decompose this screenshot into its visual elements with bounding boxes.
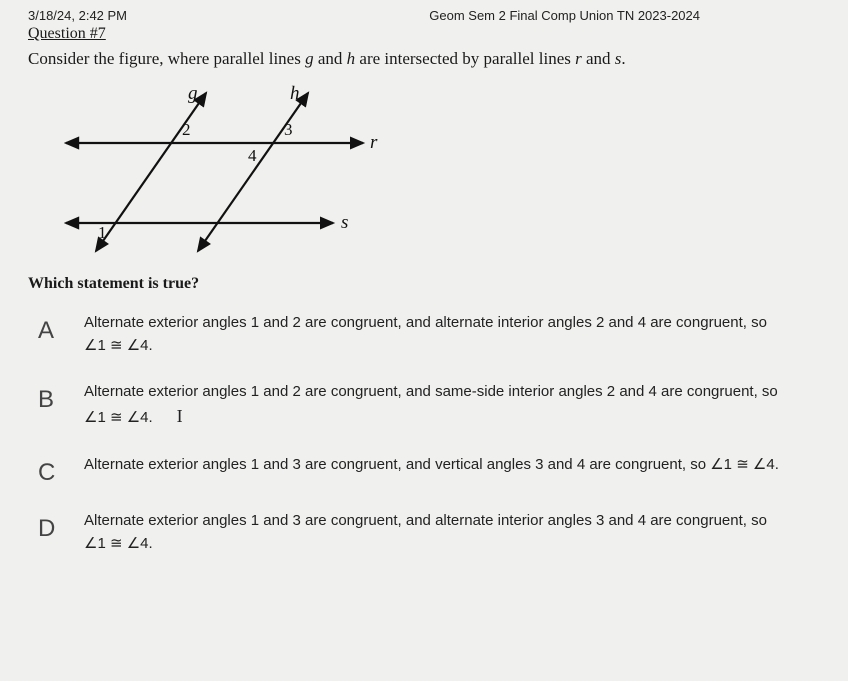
prompt-text: Consider the figure, where parallel line… <box>28 49 305 68</box>
choice-text: Alternate exterior angles 1 and 2 are co… <box>84 311 784 358</box>
question-number: Question #7 <box>28 25 820 43</box>
var-g: g <box>305 49 314 68</box>
var-h: h <box>347 49 356 68</box>
choice-text-inner: Alternate exterior angles 1 and 2 are co… <box>84 383 778 426</box>
choice-letter: C <box>38 453 84 487</box>
choice-letter: B <box>38 380 84 414</box>
doc-title: Geom Sem 2 Final Comp Union TN 2023-2024 <box>429 8 700 23</box>
svg-text:s: s <box>341 212 348 233</box>
choice-b[interactable]: B Alternate exterior angles 1 and 2 are … <box>28 380 820 431</box>
svg-text:2: 2 <box>182 120 191 139</box>
choice-a[interactable]: A Alternate exterior angles 1 and 2 are … <box>28 311 820 358</box>
geometry-diagram: g h r s 1 2 3 4 <box>58 83 388 258</box>
var-r: r <box>575 49 582 68</box>
figure: g h r s 1 2 3 4 <box>58 83 820 263</box>
choice-text: Alternate exterior angles 1 and 3 are co… <box>84 453 779 476</box>
prompt-text: are intersected by parallel lines <box>355 49 575 68</box>
choice-text: Alternate exterior angles 1 and 3 are co… <box>84 509 784 556</box>
svg-text:1: 1 <box>98 223 107 242</box>
prompt-text: and <box>314 49 347 68</box>
svg-text:4: 4 <box>248 146 257 165</box>
prompt-text: and <box>582 49 615 68</box>
choice-letter: D <box>38 509 84 543</box>
choice-letter: A <box>38 311 84 345</box>
meta-row: 3/18/24, 2:42 PM Geom Sem 2 Final Comp U… <box>28 8 820 23</box>
svg-text:r: r <box>370 132 378 153</box>
svg-text:h: h <box>290 83 300 104</box>
choice-text: Alternate exterior angles 1 and 2 are co… <box>84 380 784 431</box>
prompt: Consider the figure, where parallel line… <box>28 49 820 69</box>
choice-d[interactable]: D Alternate exterior angles 1 and 3 are … <box>28 509 820 556</box>
choices: A Alternate exterior angles 1 and 2 are … <box>28 311 820 555</box>
choice-c[interactable]: C Alternate exterior angles 1 and 3 are … <box>28 453 820 487</box>
page: 3/18/24, 2:42 PM Geom Sem 2 Final Comp U… <box>0 0 848 585</box>
text-cursor-icon: I <box>177 406 183 426</box>
svg-text:g: g <box>188 83 198 104</box>
prompt-text: . <box>621 49 625 68</box>
timestamp: 3/18/24, 2:42 PM <box>28 8 127 23</box>
svg-text:3: 3 <box>284 120 293 139</box>
which-statement: Which statement is true? <box>28 275 820 293</box>
